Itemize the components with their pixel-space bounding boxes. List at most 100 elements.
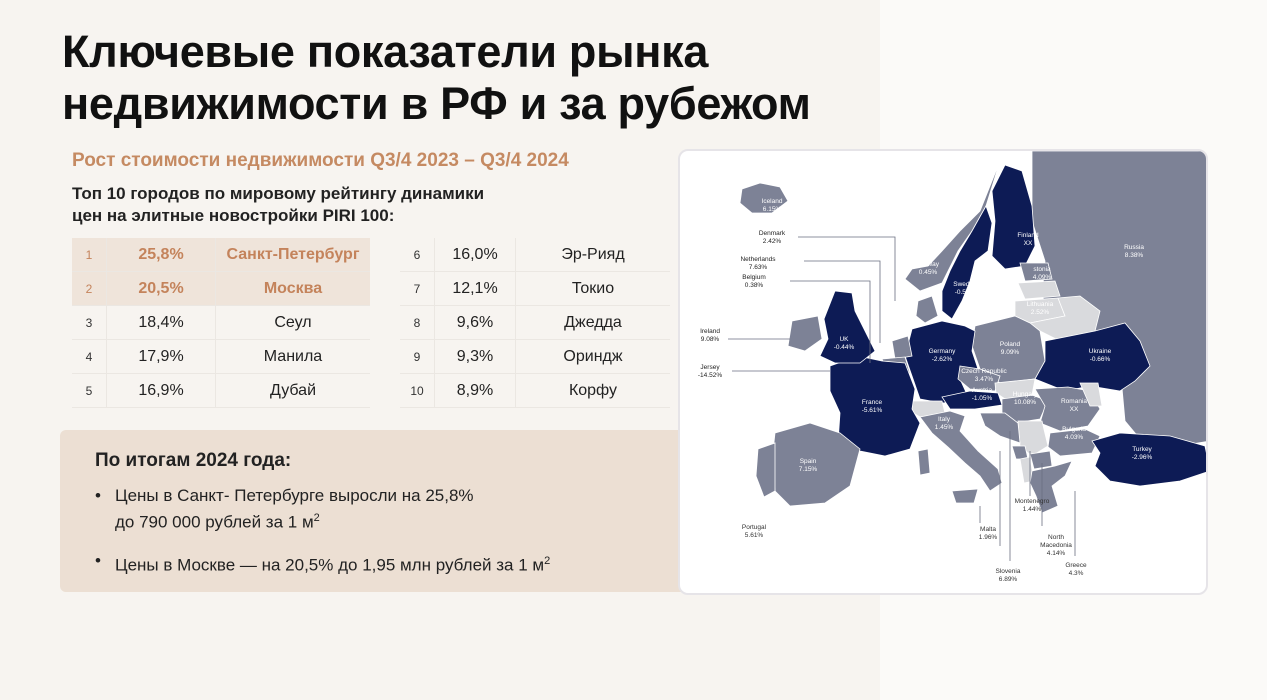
summary-panel: По итогам 2024 года: • Цены в Санкт- Пет… [60,430,720,592]
column-gap [370,272,400,306]
label-value: 4.03% [1065,434,1084,441]
label-name: Norway [917,261,940,268]
label-value: XX [1024,240,1033,247]
country-finland [991,164,1036,270]
label-name: Italy [938,416,951,423]
table-row: 4 17,9% Манила 9 9,3% Ориндж [72,339,670,374]
column-gap [370,306,400,340]
bullet-dot: • [95,486,101,505]
label-value: -0.66% [1090,356,1111,363]
label-name: Sweden [953,281,977,288]
growth-cell: 25,8% [106,238,216,272]
page-title: Ключевые показатели рынка недвижимости в… [62,26,882,130]
label-value: XX [1070,406,1079,413]
table-row: 5 16,9% Дубай 10 8,9% Корфу [72,373,670,408]
growth-cell: 12,1% [434,271,516,306]
label-name: Denmark [759,230,786,237]
growth-cell: 9,6% [434,305,516,340]
country-norway [904,160,1001,292]
label-name: Turkey [1132,446,1152,453]
bullet-line: Цены в Москве — на 20,5% до 1,95 млн руб… [115,555,545,575]
label-value: 4.14% [1047,550,1066,557]
growth-cell: 9,3% [434,339,516,374]
label-czech: Czech Republic 3.47% [961,368,1007,383]
rank-cell: 10 [400,373,435,408]
ranking-description: Топ 10 городов по мировому рейтингу дина… [72,183,592,227]
leader-line [790,280,871,363]
label-slovenia: Slovenia 6.89% [996,568,1021,583]
label-name: Greece [1065,562,1087,569]
country-moldova [1079,382,1103,407]
rank-cell: 3 [72,305,107,340]
label-name: Belgium [742,274,765,281]
label-name: Montenegro [1015,498,1050,505]
country-italy [919,410,1003,492]
bullet-dot: • [95,551,101,570]
label-spain: Spain 7.15% [799,458,818,473]
label-jersey: Jersey -14.52% [698,364,722,379]
label-value: 5.61% [745,532,764,539]
label-bulgaria: Bulgaria 4.03% [1062,426,1086,441]
label-name: Hungary [1013,391,1038,398]
label-value: 0.38% [745,282,764,289]
country-iceland [739,182,789,214]
label-name: Ireland [700,328,720,335]
label-value: 6.89% [999,576,1018,583]
label-iceland: Iceland 6.15% [762,198,783,213]
label-turkey: Turkey -2.96% [1132,446,1153,461]
label-france: France -5.61% [862,399,883,414]
europe-map: Iceland 6.15% Denmark 2.42% Netherlands … [698,151,1206,583]
label-value: 1.45% [935,424,954,431]
city-cell: Сеул [215,305,370,340]
country-estonia [1019,262,1053,282]
label-greece: Greece 4.3% [1065,562,1087,577]
label-value: 2.42% [763,238,782,245]
label-value: 1.96% [979,534,998,541]
label-name: Russia [1124,244,1144,251]
bullet-text: Цены в Москве — на 20,5% до 1,95 млн руб… [115,550,550,577]
label-name: Finland [1017,232,1039,239]
label-name: Austria [972,387,993,394]
leader-line [804,260,881,343]
description-line-2: цен на элитные новостройки PIRI 100: [72,206,395,225]
label-belgium: Belgium 0.38% [742,274,765,289]
rank-cell: 8 [400,305,435,340]
country-sardinia [917,448,931,476]
column-gap [370,238,400,272]
label-name: Macedonia [1040,542,1072,549]
label-austria: Austria -1.05% [972,387,993,402]
label-name: France [862,399,883,406]
rank-cell: 2 [72,271,107,306]
rank-cell: 7 [400,271,435,306]
label-value: -14.52% [698,372,722,379]
label-italy: Italy 1.45% [935,416,954,431]
label-name: Malta [980,526,996,533]
label-value: 10.08% [1014,399,1036,406]
label-name: Romania [1061,398,1087,405]
label-portugal: Portugal 5.61% [742,524,767,539]
city-cell: Токио [515,271,670,306]
city-cell: Эр-Рияд [515,238,670,272]
city-cell: Ориндж [515,339,670,374]
country-latvia [1017,280,1061,300]
label-name: Spain [800,458,817,465]
label-germany: Germany -2.62% [929,348,956,363]
label-uk: UK -0.44% [834,336,855,351]
rank-cell: 1 [72,238,107,272]
label-value: 1.44% [1023,506,1042,513]
label-value: 9.08% [701,336,720,343]
label-netherlands: Netherlands 7.63% [740,256,776,271]
country-sicily [951,488,979,504]
label-value: -0.44% [834,344,855,351]
label-finland: Finland XX [1017,232,1039,247]
label-name: Czech Republic [961,368,1007,375]
city-cell: Манила [215,339,370,374]
label-name: Germany [929,348,956,355]
label-value: -2.62% [932,356,953,363]
label-value: 8.38% [1125,252,1144,259]
city-cell: Санкт-Петербург [215,238,370,272]
label-name: Portugal [742,524,767,531]
label-value: 6.15% [763,206,782,213]
label-ireland: Ireland 9.08% [700,328,720,343]
label-name: Iceland [762,198,783,205]
